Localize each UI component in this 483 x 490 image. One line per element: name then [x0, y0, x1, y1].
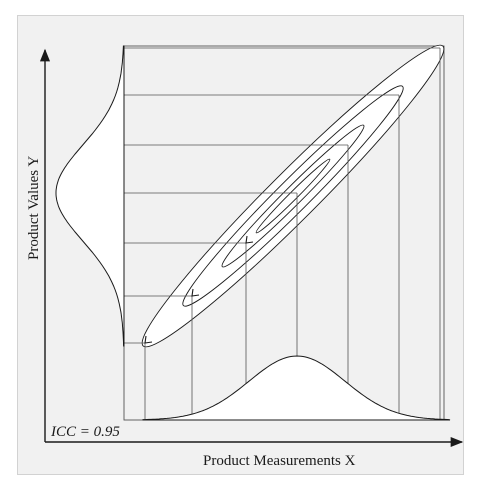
y-axis-label: Product Values Y: [26, 156, 42, 260]
ellipse-contours: [141, 44, 445, 348]
ellipse-contour: [182, 85, 404, 307]
diagonal-arrowhead: [144, 335, 153, 344]
marginal-distribution-y: [55, 45, 125, 347]
diagonal-arrowhead: [191, 288, 200, 297]
ellipse-contour: [141, 44, 445, 348]
x-marginal-curve: [142, 355, 451, 421]
ellipse-contour: [221, 124, 365, 268]
x-axis-label: Product Measurements X: [203, 453, 356, 469]
icc-annotation: ICC = 0.95: [50, 424, 120, 440]
marginal-distribution-x: [142, 355, 451, 421]
y-marginal-curve: [55, 45, 125, 347]
diagonal-arrows: [144, 235, 254, 344]
diagonal-arrowhead: [245, 235, 254, 244]
